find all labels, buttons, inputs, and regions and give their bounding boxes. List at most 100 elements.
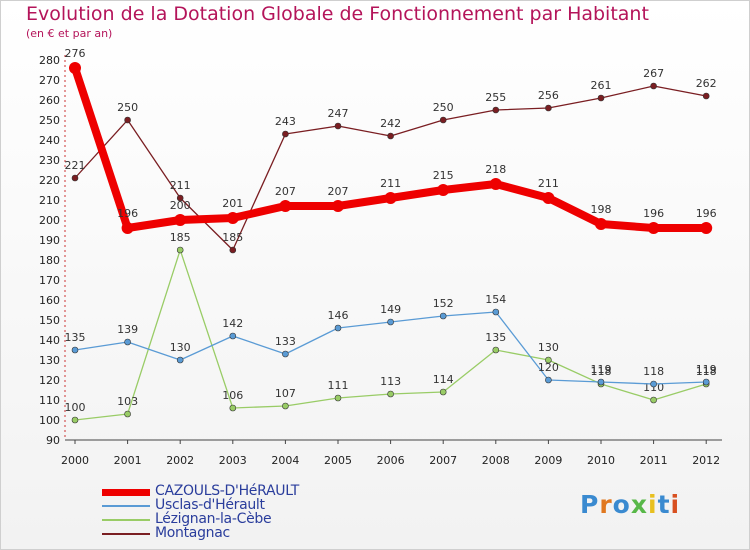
data-point (332, 200, 344, 212)
x-tick-label: 2000 (61, 454, 89, 467)
data-point (69, 62, 81, 74)
legend-label: Usclas-d'Hérault (155, 497, 265, 513)
data-label: 201 (222, 197, 243, 210)
data-label: 135 (65, 331, 86, 344)
y-tick-label: 140 (39, 334, 60, 347)
data-label: 139 (117, 323, 138, 336)
data-label: 250 (433, 101, 454, 114)
data-point (124, 116, 131, 124)
data-point (282, 130, 289, 138)
data-point (387, 390, 394, 398)
data-label: 130 (538, 341, 559, 354)
legend-swatch (102, 505, 150, 507)
data-label: 119 (696, 363, 717, 376)
data-label: 242 (380, 117, 401, 130)
y-tick-label: 180 (39, 254, 60, 267)
legend-swatch (102, 519, 150, 521)
data-point (334, 394, 342, 402)
data-point (387, 132, 394, 140)
data-label: 100 (65, 401, 86, 414)
x-tick-label: 2004 (271, 454, 299, 467)
series-layer: 221 250 211 185 243 247 242 250 255 256 261 267 262 1… (65, 47, 717, 424)
data-point (124, 410, 131, 418)
data-label: 149 (380, 303, 401, 316)
y-tick-label: 150 (39, 314, 60, 327)
data-point (229, 246, 237, 254)
data-label: 211 (170, 179, 191, 192)
data-label: 196 (117, 207, 138, 220)
data-point (176, 356, 184, 364)
y-tick-label: 120 (39, 374, 60, 387)
data-point (282, 402, 289, 410)
y-tick-label: 130 (39, 354, 60, 367)
data-point (492, 346, 500, 354)
data-point (542, 192, 555, 204)
data-label: 119 (591, 363, 612, 376)
data-label: 221 (65, 159, 86, 172)
data-label: 114 (433, 373, 454, 386)
data-point (702, 378, 710, 386)
data-label: 135 (485, 331, 506, 344)
data-point (437, 184, 450, 196)
data-label: 255 (485, 91, 506, 104)
data-label: 196 (696, 207, 717, 220)
chart-subtitle: (en € et par an) (26, 27, 113, 40)
y-tick-label: 200 (39, 214, 60, 227)
x-tick-label: 2012 (692, 454, 720, 467)
data-point (71, 174, 79, 182)
data-label: 130 (170, 341, 191, 354)
data-point (334, 324, 342, 332)
data-point (174, 214, 187, 226)
x-tick-label: 2006 (377, 454, 405, 467)
data-label: 154 (485, 293, 506, 306)
x-tick-label: 2008 (482, 454, 510, 467)
data-label: 120 (538, 361, 559, 374)
data-label: 267 (643, 67, 664, 80)
data-label: 262 (696, 77, 717, 90)
data-label: 261 (591, 79, 612, 92)
x-tick-label: 2001 (114, 454, 142, 467)
data-label: 133 (275, 335, 296, 348)
legend-label: CAZOULS-D'HéRAULT (155, 483, 300, 499)
data-point (492, 308, 500, 316)
data-label: 113 (380, 375, 401, 388)
data-label: 250 (117, 101, 138, 114)
data-label: 118 (643, 365, 664, 378)
data-label: 118 (696, 365, 717, 378)
y-tick-label: 100 (39, 414, 60, 427)
y-tick-label: 170 (39, 274, 60, 287)
data-label: 146 (328, 309, 349, 322)
data-point (650, 396, 657, 404)
x-tick-label: 2007 (429, 454, 457, 467)
data-label: 185 (170, 231, 191, 244)
y-tick-label: 280 (39, 54, 60, 67)
data-label: 207 (275, 185, 296, 198)
data-point (229, 404, 237, 412)
series-cazouls-d-h-rault: 276 196 200 201 207 207 211 215 218 211 198 196 196 (65, 47, 717, 234)
y-tick-label: 240 (39, 134, 60, 147)
y-tick-label: 220 (39, 174, 60, 187)
proxiti-logo: Proxiti (580, 490, 681, 519)
legend-swatch (102, 533, 150, 535)
data-label: 247 (328, 107, 349, 120)
data-point (597, 378, 605, 386)
data-label: 243 (275, 115, 296, 128)
data-point (71, 346, 79, 354)
data-label: 111 (328, 379, 349, 392)
data-label: 118 (591, 365, 612, 378)
data-label: 185 (222, 231, 243, 244)
data-label: 196 (643, 207, 664, 220)
y-tick-label: 160 (39, 294, 60, 307)
data-label: 152 (433, 297, 454, 310)
y-tick-label: 110 (39, 394, 60, 407)
data-point (279, 200, 292, 212)
x-tick-label: 2005 (324, 454, 352, 467)
legend-swatch (102, 489, 150, 496)
data-point (595, 218, 607, 230)
data-point (71, 416, 79, 424)
x-tick-label: 2010 (587, 454, 615, 467)
